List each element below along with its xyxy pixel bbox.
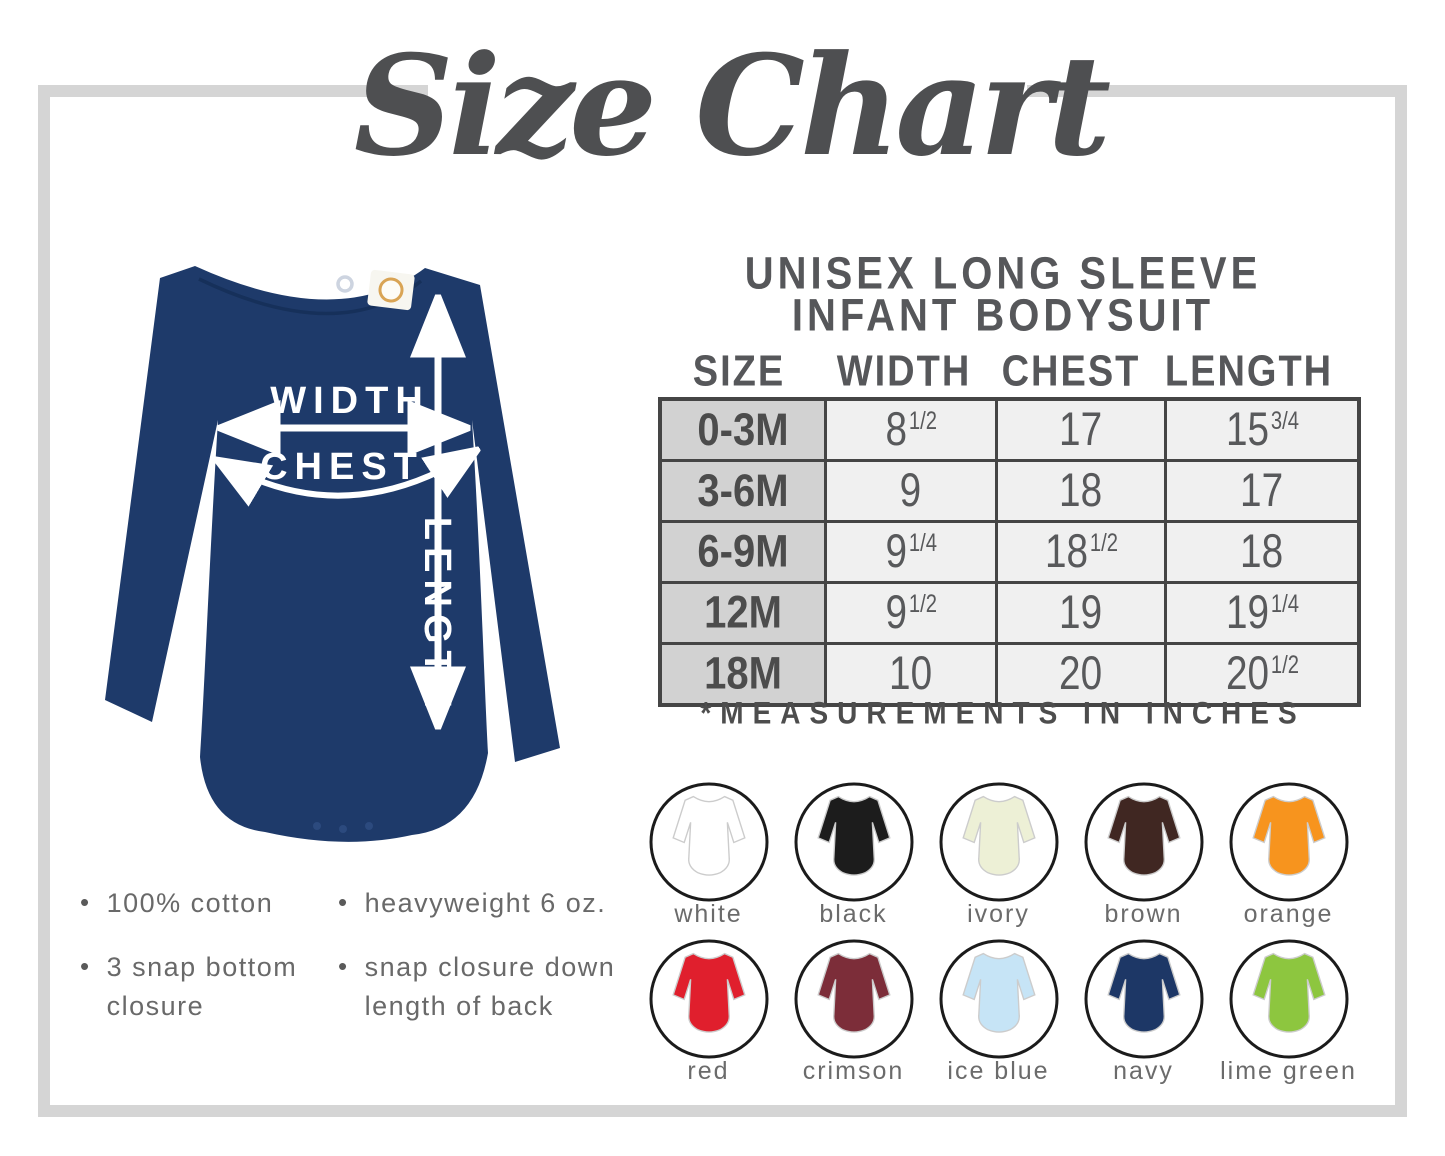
color-swatch-red: red <box>636 937 781 1094</box>
table-cell: 181/2 <box>998 523 1164 581</box>
swatch-label: navy <box>1113 1057 1174 1085</box>
color-swatch-grid: white black ivory brown orange red crims… <box>636 780 1361 1094</box>
table-cell: 10 <box>827 645 995 703</box>
color-swatch-ice-blue: ice blue <box>926 937 1071 1094</box>
column-header-width: WIDTH <box>836 347 972 396</box>
swatch-label: lime green <box>1220 1057 1357 1085</box>
table-cell: 17 <box>1167 462 1357 520</box>
color-swatch-navy: navy <box>1071 937 1216 1094</box>
page-title: Size Chart <box>353 23 1111 187</box>
frame-border-right <box>1395 85 1407 1117</box>
chest-label: CHEST <box>260 446 424 488</box>
feature-item: • 100% cotton <box>80 884 342 922</box>
feature-list-right: • heavyweight 6 oz. • snap closure down le… <box>338 884 630 1051</box>
table-cell: 91/2 <box>827 584 995 642</box>
snap-icon <box>336 275 354 293</box>
bottom-snap-icon <box>313 822 321 830</box>
width-label: WIDTH <box>270 380 430 422</box>
swatch-label: white <box>674 900 743 928</box>
size-table: 0-3M 81/2 17 153/4 3-6M 9 18 17 6-9M 91/… <box>658 397 1361 707</box>
color-swatch-crimson: crimson <box>781 937 926 1094</box>
column-header-chest: CHEST <box>1001 347 1141 396</box>
table-cell: 153/4 <box>1167 401 1357 459</box>
frame-border-top-right <box>1027 85 1407 97</box>
bullet-icon: • <box>338 951 349 982</box>
table-cell: 17 <box>998 401 1164 459</box>
table-cell: 19 <box>998 584 1164 642</box>
column-header-size: SIZE <box>692 347 786 396</box>
bullet-icon: • <box>80 951 91 982</box>
swatch-label: ice blue <box>947 1057 1050 1085</box>
color-swatch-black: black <box>781 780 926 937</box>
swatch-label: brown <box>1104 900 1183 928</box>
product-title-line2: INFANT BODYSUIT <box>791 290 1215 341</box>
swatch-label: red <box>687 1057 730 1085</box>
color-swatch-lime-green: lime green <box>1216 937 1361 1094</box>
color-swatch-ivory: ivory <box>926 780 1071 937</box>
color-swatch-white: white <box>636 780 781 937</box>
table-cell: 201/2 <box>1167 645 1357 703</box>
table-cell: 91/4 <box>827 523 995 581</box>
table-row-size: 0-3M <box>662 401 824 459</box>
size-table-header: SIZE WIDTH CHEST LENGTH <box>658 347 1344 396</box>
frame-border-left <box>38 85 50 1117</box>
bottom-snap-icon <box>365 822 373 830</box>
product-title: UNISEX LONG SLEEVE INFANT BODYSUIT <box>658 248 1348 341</box>
feature-item: • heavyweight 6 oz. <box>338 884 630 922</box>
swatch-label: black <box>819 900 888 928</box>
measurement-note: *MEASUREMENTS IN INCHES <box>700 694 1306 731</box>
bodysuit-diagram: WIDTH CHEST LENGTH <box>105 266 560 842</box>
feature-item: • snap closure down length of back <box>338 948 630 1025</box>
swatch-label: orange <box>1243 900 1334 928</box>
table-row-size: 3-6M <box>662 462 824 520</box>
table-row-size: 6-9M <box>662 523 824 581</box>
color-swatch-brown: brown <box>1071 780 1216 937</box>
table-row-size: 18M <box>662 645 824 703</box>
swatch-label: ivory <box>967 900 1030 928</box>
bullet-icon: • <box>338 887 349 917</box>
brand-tag <box>367 269 415 311</box>
length-label: LENGTH <box>416 517 458 715</box>
bodysuit-shape <box>105 266 560 842</box>
feature-item: • 3 snap bottom closure <box>80 948 342 1025</box>
feature-list-left: • 100% cotton • 3 snap bottom closure <box>80 884 342 1051</box>
bullet-icon: • <box>80 887 91 917</box>
table-cell: 191/4 <box>1167 584 1357 642</box>
swatch-label: crimson <box>802 1057 905 1085</box>
frame-border-bottom <box>38 1105 1407 1117</box>
color-swatch-orange: orange <box>1216 780 1361 937</box>
bottom-snap-icon <box>339 825 347 833</box>
product-title-line1: UNISEX LONG SLEEVE <box>744 248 1262 299</box>
table-cell: 18 <box>1167 523 1357 581</box>
table-cell: 18 <box>998 462 1164 520</box>
table-cell: 20 <box>998 645 1164 703</box>
table-cell: 9 <box>827 462 995 520</box>
frame-border-top-left <box>38 85 428 97</box>
table-row-size: 12M <box>662 584 824 642</box>
column-header-length: LENGTH <box>1164 347 1334 396</box>
table-cell: 81/2 <box>827 401 995 459</box>
